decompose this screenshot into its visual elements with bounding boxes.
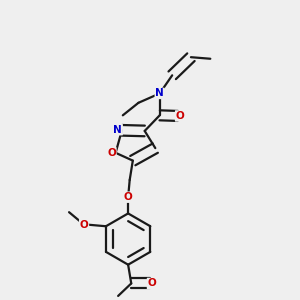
- Text: O: O: [148, 278, 156, 288]
- Text: O: O: [80, 220, 88, 230]
- Text: N: N: [155, 88, 164, 98]
- Text: N: N: [113, 125, 122, 135]
- Text: O: O: [124, 192, 133, 202]
- Text: O: O: [176, 111, 184, 121]
- Text: O: O: [107, 148, 116, 158]
